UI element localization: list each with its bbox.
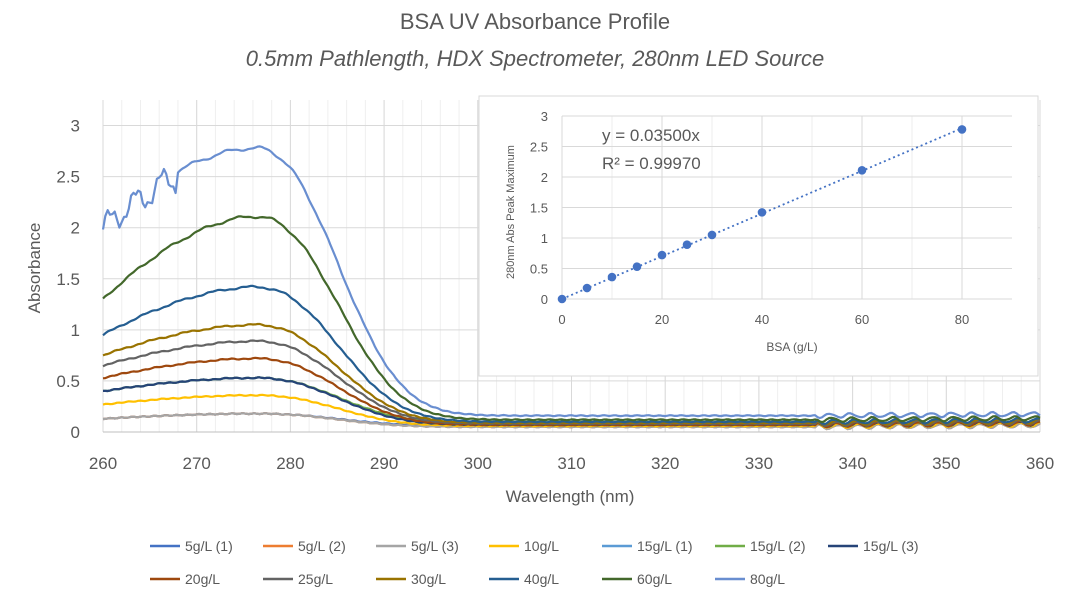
y-tick-label: 3 — [71, 117, 80, 136]
legend-label: 5g/L (1) — [185, 538, 233, 554]
legend-label: 10g/L — [524, 538, 559, 554]
y-tick-label: 2.5 — [56, 168, 80, 187]
y-tick-label: 2 — [71, 219, 80, 238]
series-line-12 — [101, 145, 1041, 420]
legend-label: 5g/L (3) — [411, 538, 459, 554]
inset-y-tick-label: 3 — [541, 109, 548, 124]
inset-y-axis-label: 280nm Abs Peak Maximum — [505, 145, 517, 279]
x-tick-label: 350 — [932, 454, 960, 473]
x-tick-label: 360 — [1026, 454, 1054, 473]
inset-y-tick-label: 0.5 — [530, 262, 548, 277]
series-line-10 — [102, 284, 1041, 426]
x-tick-label: 290 — [370, 454, 398, 473]
legend-label: 5g/L (2) — [298, 538, 346, 554]
inset-data-point — [632, 262, 642, 271]
chart-subtitle: 0.5mm Pathlength, HDX Spectrometer, 280n… — [246, 46, 824, 71]
inset-data-point — [607, 272, 617, 282]
inset-y-tick-label: 2.5 — [530, 140, 548, 155]
y-tick-label: 1 — [71, 321, 80, 340]
legend-label: 15g/L (3) — [863, 538, 919, 554]
inset-data-point — [557, 294, 567, 304]
inset-y-tick-label: 2 — [541, 170, 548, 185]
legend-label: 25g/L — [298, 571, 333, 587]
inset-x-tick-label: 80 — [955, 312, 969, 327]
inset-y-tick-label: 1.5 — [530, 201, 548, 216]
x-tick-label: 330 — [745, 454, 773, 473]
x-tick-label: 340 — [838, 454, 866, 473]
main-series-group — [101, 145, 1041, 431]
inset-y-tick-label: 0 — [541, 292, 548, 307]
inset-marks — [557, 125, 967, 304]
y-axis-label: Absorbance — [25, 223, 44, 314]
inset-axes: 0 20 40 60 80 0 0.5 1 1.5 2 2.5 3 — [530, 109, 969, 327]
legend-label: 15g/L (2) — [750, 538, 806, 554]
chart-title: BSA UV Absorbance Profile — [400, 9, 670, 34]
inset-equation: y = 0.03500x — [602, 126, 700, 145]
x-tick-label: 320 — [651, 454, 679, 473]
y-tick-label: 0.5 — [56, 372, 80, 391]
legend-label: 60g/L — [637, 571, 672, 587]
inset-x-tick-label: 60 — [855, 312, 869, 327]
main-axes: 260 270 280 290 300 310 320 330 340 350 36000.511.… — [56, 117, 1054, 473]
inset-data-point — [682, 240, 692, 250]
x-tick-label: 270 — [183, 454, 211, 473]
inset-x-axis-label: BSA (g/L) — [766, 340, 817, 354]
legend: 5g/L (1) 5g/L (2) 5g/L (3) 10g/L 15g/L (1) 15… — [150, 538, 919, 587]
inset-r-squared: R² = 0.99970 — [602, 154, 701, 173]
inset-x-tick-label: 40 — [755, 312, 769, 327]
inset-y-tick-label: 1 — [541, 231, 548, 246]
x-axis-label: Wavelength (nm) — [506, 487, 635, 506]
y-tick-label: 0 — [71, 423, 80, 442]
x-tick-label: 280 — [276, 454, 304, 473]
x-tick-label: 300 — [464, 454, 492, 473]
inset-x-tick-label: 20 — [655, 312, 669, 327]
legend-label: 20g/L — [185, 571, 220, 587]
x-tick-label: 310 — [557, 454, 585, 473]
inset-data-point — [707, 230, 717, 240]
inset-frame — [478, 95, 1039, 377]
inset-data-point — [957, 125, 967, 134]
x-tick-label: 260 — [89, 454, 117, 473]
series-line-11 — [102, 215, 1041, 424]
inset-x-tick-label: 0 — [558, 312, 565, 327]
legend-label: 80g/L — [750, 571, 785, 587]
inset-chart: 0 20 40 60 80 0 0.5 1 1.5 2 2.5 3 y = 0.03500x R² =… — [478, 95, 1039, 377]
y-tick-label: 1.5 — [56, 270, 80, 289]
inset-data-point — [857, 165, 867, 175]
legend-label: 40g/L — [524, 571, 559, 587]
inset-data-point — [582, 283, 592, 293]
inset-data-point — [657, 250, 667, 260]
legend-label: 15g/L (1) — [637, 538, 693, 554]
legend-label: 30g/L — [411, 571, 446, 587]
inset-data-point — [757, 208, 767, 217]
series-line-7 — [102, 356, 1041, 429]
